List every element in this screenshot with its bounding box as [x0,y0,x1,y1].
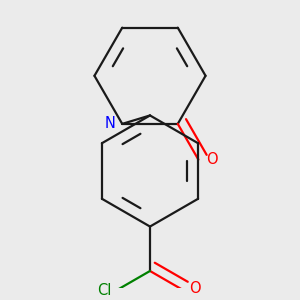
Text: O: O [206,152,218,167]
Text: N: N [104,116,115,131]
Text: Cl: Cl [97,283,111,298]
Text: O: O [189,281,201,296]
